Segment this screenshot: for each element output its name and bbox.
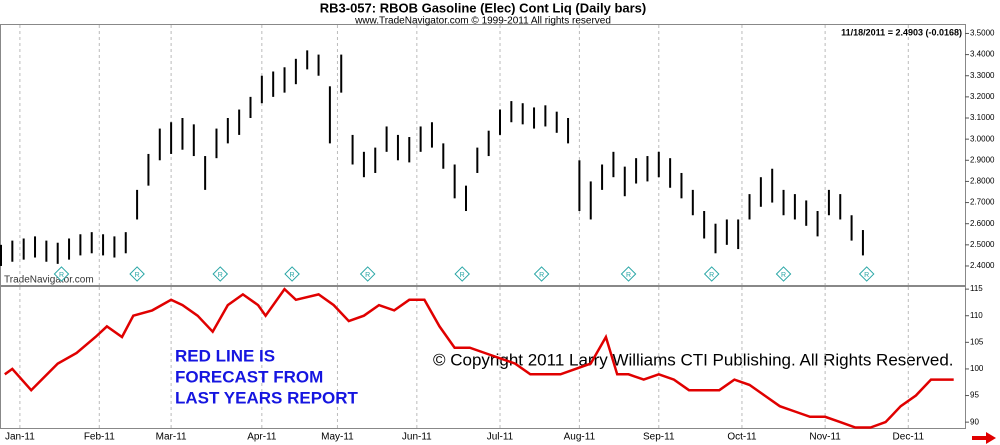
x-tick-label: Mar-11 [156,432,187,443]
forecast-panel [0,286,966,429]
report-marker [284,266,300,282]
report-marker-label: R [626,272,631,279]
report-marker-label: R [290,272,295,279]
x-tick-label: May-11 [321,432,354,443]
y-tick-label: 2.7000 [970,198,995,207]
y-tick-label: 2.8000 [970,177,995,186]
report-marker [858,266,875,282]
chart-title: RB3-057: RBOB Gasoline (Elec) Cont Liq (… [320,0,647,15]
x-tick-label: Sep-11 [643,432,675,443]
x-tick-label: Apr-11 [247,432,277,443]
report-marker-label: R [781,272,786,279]
report-marker-label: R [460,272,465,279]
report-marker-label: R [539,272,544,279]
y-tick-label: 115 [970,284,983,293]
price-panel [0,24,966,286]
y-tick-label: 110 [970,311,983,320]
report-marker [359,266,376,282]
report-marker-label: R [709,272,714,279]
report-marker [533,266,550,282]
report-marker [212,266,229,282]
report-marker [129,266,145,282]
y-tick-label: 3.0000 [970,134,995,143]
y-tick-label: 3.4000 [970,50,995,59]
y-tick-label: 2.9000 [970,155,995,164]
scroll-arrow[interactable] [972,432,996,444]
x-tick-label: Jun-11 [402,432,432,443]
y-tick-label: 3.2000 [970,92,995,101]
annotation: RED LINE IS [175,346,275,365]
copyright: © Copyright 2011 Larry Williams CTI Publ… [433,350,954,369]
x-tick-label: Dec-11 [893,432,925,443]
report-marker-label: R [218,272,223,279]
watermark: TradeNavigator.com [4,275,94,286]
report-marker [775,266,792,282]
x-tick-label: Aug-11 [564,432,596,443]
report-marker-label: R [365,272,370,279]
y-tick-label: 95 [970,391,979,400]
x-tick-label: Feb-11 [84,432,115,443]
chart-subtitle: www.TradeNavigator.com © 1999-2011 All r… [354,16,611,27]
y-tick-label: 90 [970,417,979,426]
annotation: FORECAST FROM [175,367,323,386]
y-tick-label: 100 [970,364,984,373]
forecast-line [4,287,954,429]
x-tick-label: Nov-11 [809,432,841,443]
x-tick-label: Oct-11 [727,432,757,443]
report-marker [620,266,637,282]
last-quote: 11/18/2011 = 2.4903 (-0.0168) [841,27,962,37]
y-tick-label: 105 [970,337,984,346]
y-tick-label: 3.5000 [970,29,995,38]
report-marker-label: R [59,272,64,279]
report-marker-label: R [135,272,140,279]
x-tick-label: Jul-11 [487,432,514,443]
report-marker [454,266,470,282]
x-tick-label: Jan-11 [5,432,35,443]
report-marker [703,266,720,282]
y-tick-label: 2.4000 [970,261,995,270]
y-tick-label: 3.1000 [970,113,995,122]
y-tick-label: 2.5000 [970,240,995,249]
report-marker-label: R [864,272,869,279]
y-tick-label: 2.6000 [970,219,995,228]
annotation: LAST YEARS REPORT [175,388,359,407]
y-tick-label: 3.3000 [970,71,995,80]
report-marker [53,266,70,282]
